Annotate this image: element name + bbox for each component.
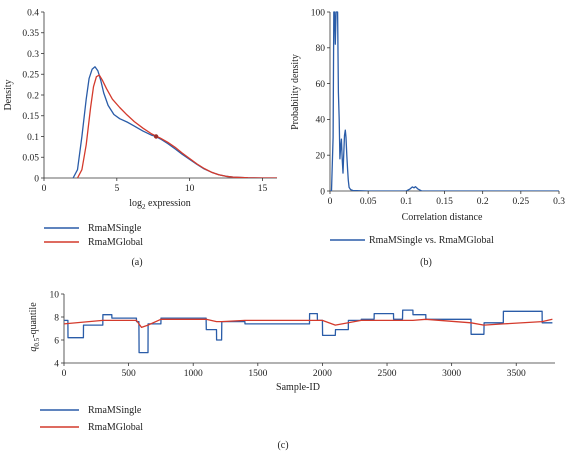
b-x-tick-label: 0.25 xyxy=(513,197,530,207)
a-y-label: Density xyxy=(3,79,14,110)
c-legend-global-label: RmaMGlobal xyxy=(88,422,143,433)
c-x-tick-label: 2000 xyxy=(313,369,332,379)
b-y-tick-label: 60 xyxy=(316,80,326,90)
c-x-tick-label: 3500 xyxy=(507,369,526,379)
b-x-tick-label: 0.2 xyxy=(477,197,489,207)
panel-a: 0 0.05 0.1 0.15 0.2 0.25 0.3 0.35 0.4 0 5 10 15 Den… xyxy=(3,8,277,268)
b-x-tick-label: 0.15 xyxy=(436,197,453,207)
a-y-tick-label: 0.15 xyxy=(22,112,39,122)
a-y-tick-label: 0.2 xyxy=(27,91,39,101)
c-y-tick-label: 4 xyxy=(54,359,59,369)
a-y-tick-label: 0.4 xyxy=(27,8,39,18)
a-x-tick-label: 5 xyxy=(114,184,119,194)
c-x-tick-label: 3000 xyxy=(442,369,461,379)
a-series-secondary-line xyxy=(76,74,277,178)
c-series-secondary-line xyxy=(64,318,553,329)
a-y-tick-label: 0.3 xyxy=(27,50,39,60)
c-series-primary-line xyxy=(64,309,553,354)
b-y-label: Probability density xyxy=(290,54,301,130)
c-y-tick-label: 6 xyxy=(54,336,59,346)
b-y-tick-label: 80 xyxy=(316,44,326,54)
c-x-tick-label: 1000 xyxy=(184,369,203,379)
c-x-label: Sample-ID xyxy=(276,382,320,393)
b-y-tick-label: 40 xyxy=(316,116,326,126)
panel-c: 4 6 8 10 0 500 1000 1500 2000 2500 3000 3500 q0.5-… xyxy=(28,290,555,451)
a-x-label: log2 expression xyxy=(129,198,191,211)
c-x-tick-label: 500 xyxy=(121,369,136,379)
a-y-tick-label: 0.05 xyxy=(22,154,39,164)
a-y-tick-label: 0.25 xyxy=(22,71,39,81)
c-legend: RmaMSingle RmaMGlobal xyxy=(40,405,143,433)
a-crossing-point xyxy=(153,134,159,139)
a-y-tick-label: 0 xyxy=(34,174,39,184)
b-legend-label: RmaMSingle vs. RmaMGlobal xyxy=(369,235,494,246)
panel-b: 0 20 40 60 80 100 0 0.05 0.1 0.15 0.2 0.25 0.3 Prob… xyxy=(290,8,565,268)
b-x-tick-label: 0.3 xyxy=(553,197,565,207)
b-y-tick-label: 20 xyxy=(316,152,326,162)
b-series-primary-line xyxy=(330,11,559,191)
a-legend: RmaMSingle RmaMGlobal xyxy=(44,223,143,248)
c-panel-label: (c) xyxy=(277,440,288,451)
b-panel-label: (b) xyxy=(420,257,432,268)
c-x-tick-label: 1500 xyxy=(248,369,267,379)
b-y-tick-label: 100 xyxy=(311,8,326,18)
a-x-tick-label: 10 xyxy=(185,184,195,194)
b-x-tick-label: 0 xyxy=(328,197,333,207)
c-y-tick-label: 10 xyxy=(50,290,60,300)
a-legend-single-label: RmaMSingle xyxy=(88,223,142,234)
b-legend: RmaMSingle vs. RmaMGlobal xyxy=(330,235,494,246)
c-y-label: q0.5-quantile xyxy=(28,302,41,352)
a-x-tick-label: 0 xyxy=(42,184,47,194)
b-x-tick-label: 0.05 xyxy=(360,197,377,207)
a-x-tick-label: 15 xyxy=(258,184,268,194)
c-y-tick-label: 8 xyxy=(54,313,59,323)
c-x-tick-label: 0 xyxy=(62,369,67,379)
c-legend-single-label: RmaMSingle xyxy=(88,405,142,416)
c-x-tick-label: 2500 xyxy=(378,369,397,379)
a-y-tick-label: 0.1 xyxy=(27,133,39,143)
a-panel-label: (a) xyxy=(131,257,142,268)
a-legend-global-label: RmaMGlobal xyxy=(88,237,143,248)
b-x-tick-label: 0.1 xyxy=(400,197,412,207)
a-y-tick-label: 0.35 xyxy=(22,29,39,39)
b-x-label: Correlation distance xyxy=(402,212,483,223)
b-y-tick-label: 0 xyxy=(320,187,325,197)
